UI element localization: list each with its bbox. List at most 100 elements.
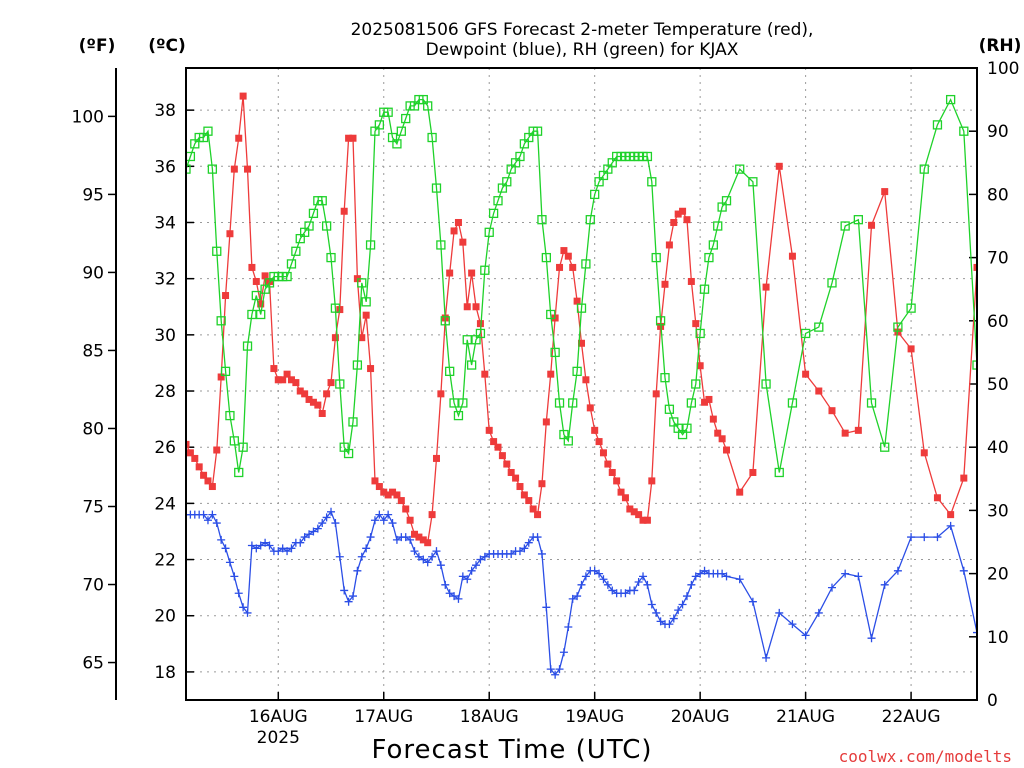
rh-axis: 0 10 20 30 40 50 60 70 80 90 100	[969, 59, 1019, 711]
temperature-point	[907, 345, 915, 353]
dewpoint-point	[959, 566, 968, 575]
dewpoint-point	[788, 620, 797, 629]
rh-tick-label: 60	[987, 312, 1009, 332]
dewpoint-point	[920, 533, 929, 542]
dewpoint-point	[814, 608, 823, 617]
fahrenheit-unit-label: (ºF)	[79, 36, 116, 56]
temperature-point	[665, 241, 673, 249]
temperature-point	[670, 218, 678, 226]
temperature-point	[437, 390, 445, 398]
dewpoint-point	[564, 622, 573, 631]
rh-point	[682, 423, 692, 433]
dewpoint-point	[309, 527, 318, 536]
rh-point	[651, 252, 661, 263]
temperature-point	[481, 370, 489, 378]
celsius-tick-label: 26	[154, 438, 176, 458]
dewpoint-point	[674, 606, 683, 615]
temperature-point	[226, 230, 234, 238]
dewpoint-point	[854, 572, 863, 581]
rh-point	[436, 240, 446, 250]
temperature-point	[265, 277, 273, 285]
temperature-point	[714, 429, 722, 437]
temperature-point	[947, 511, 955, 519]
temperature-point	[569, 263, 577, 271]
dewpoint-point	[748, 597, 757, 606]
temperature-point	[446, 269, 454, 277]
fahrenheit-tick-label: 80	[82, 419, 104, 439]
rh-point	[427, 132, 437, 143]
temperature-point	[643, 516, 651, 524]
rh-point	[814, 322, 824, 332]
dewpoint-point	[735, 575, 744, 584]
temperature-point	[547, 370, 555, 378]
dewpoint-point	[217, 535, 226, 544]
rh-point	[541, 252, 551, 263]
rh-tick-label: 70	[987, 249, 1009, 269]
dewpoint-point	[546, 665, 555, 674]
temperature-point	[485, 426, 493, 434]
temperature-point	[244, 165, 252, 173]
rh-tick-label: 50	[987, 375, 1009, 395]
rh-point	[699, 284, 710, 294]
fahrenheit-tick-label: 95	[82, 185, 104, 205]
rh-unit-label: (RH)	[979, 36, 1022, 56]
rh-point	[787, 398, 798, 408]
rh-point	[568, 398, 578, 408]
rh-point	[242, 341, 253, 351]
temperature-point	[578, 339, 585, 347]
dewpoint-point	[340, 586, 349, 595]
dewpoint-point	[375, 510, 384, 519]
dewpoint-point	[230, 572, 239, 581]
dewpoint-point	[621, 589, 630, 598]
temperature-point	[736, 488, 744, 496]
rh-line	[186, 98, 977, 473]
dewpoint-point	[203, 516, 212, 525]
temperature-point	[516, 483, 524, 491]
rh-point	[212, 246, 222, 256]
temperature-point	[450, 227, 458, 235]
dewpoint-point	[256, 541, 265, 550]
rh-point	[440, 316, 450, 326]
dewpoint-point	[384, 510, 393, 519]
rh-point	[304, 221, 314, 231]
temperature-point	[270, 365, 278, 373]
temperature-point	[200, 471, 208, 479]
rh-point	[919, 164, 929, 174]
temperature-point	[432, 454, 440, 462]
dewpoint-point	[555, 665, 564, 674]
rh-point	[695, 328, 705, 339]
rh-point	[286, 259, 297, 269]
rh-point	[660, 373, 670, 383]
dewpoint-point	[234, 589, 243, 598]
temperature-point	[186, 440, 190, 448]
rh-point	[554, 398, 565, 408]
dewpoint-line	[186, 510, 977, 676]
rh-point	[704, 252, 714, 263]
rh-point	[827, 278, 837, 288]
temperature-point	[687, 277, 695, 285]
dewpoint-point	[265, 541, 274, 550]
dewpoint-point	[362, 544, 371, 553]
temperature-point	[296, 387, 304, 395]
rh-point	[321, 221, 332, 231]
temperature-point	[490, 438, 498, 446]
dewpoint-point	[718, 569, 727, 578]
rh-point	[866, 398, 877, 408]
rh-point	[708, 240, 718, 250]
temperature-point	[406, 516, 414, 524]
rh-point	[396, 126, 406, 136]
temperature-point	[463, 303, 471, 311]
temperature-point	[701, 398, 709, 406]
dewpoint-point	[722, 572, 731, 581]
rh-point	[207, 164, 218, 174]
temperature-point	[217, 373, 225, 381]
temperature-point	[331, 334, 339, 342]
rh-point	[515, 151, 525, 162]
celsius-tick-label: 34	[154, 213, 176, 233]
rh-point	[906, 303, 916, 313]
temperature-point	[186, 449, 194, 457]
rh-tick-label: 20	[987, 565, 1009, 585]
rh-point	[326, 252, 336, 263]
dewpoint-point	[305, 530, 314, 539]
